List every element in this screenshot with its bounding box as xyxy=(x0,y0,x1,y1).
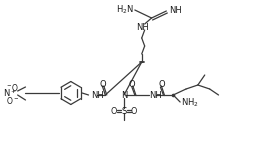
Text: NH: NH xyxy=(169,5,182,14)
Text: NH: NH xyxy=(150,90,162,99)
Text: O: O xyxy=(129,80,135,89)
Text: N: N xyxy=(121,90,127,99)
Text: NH: NH xyxy=(91,90,104,99)
Text: O$^-$: O$^-$ xyxy=(6,95,20,105)
Text: O: O xyxy=(158,80,165,89)
Text: O: O xyxy=(99,80,106,89)
Text: NH: NH xyxy=(136,23,149,32)
Text: S: S xyxy=(121,106,126,115)
Text: N$^+$: N$^+$ xyxy=(3,87,17,99)
Text: H$_2$N: H$_2$N xyxy=(116,4,134,16)
Text: O: O xyxy=(131,106,137,115)
Text: $^-$O: $^-$O xyxy=(5,81,20,93)
Text: NH$_2$: NH$_2$ xyxy=(181,97,199,109)
Text: O: O xyxy=(111,106,117,115)
